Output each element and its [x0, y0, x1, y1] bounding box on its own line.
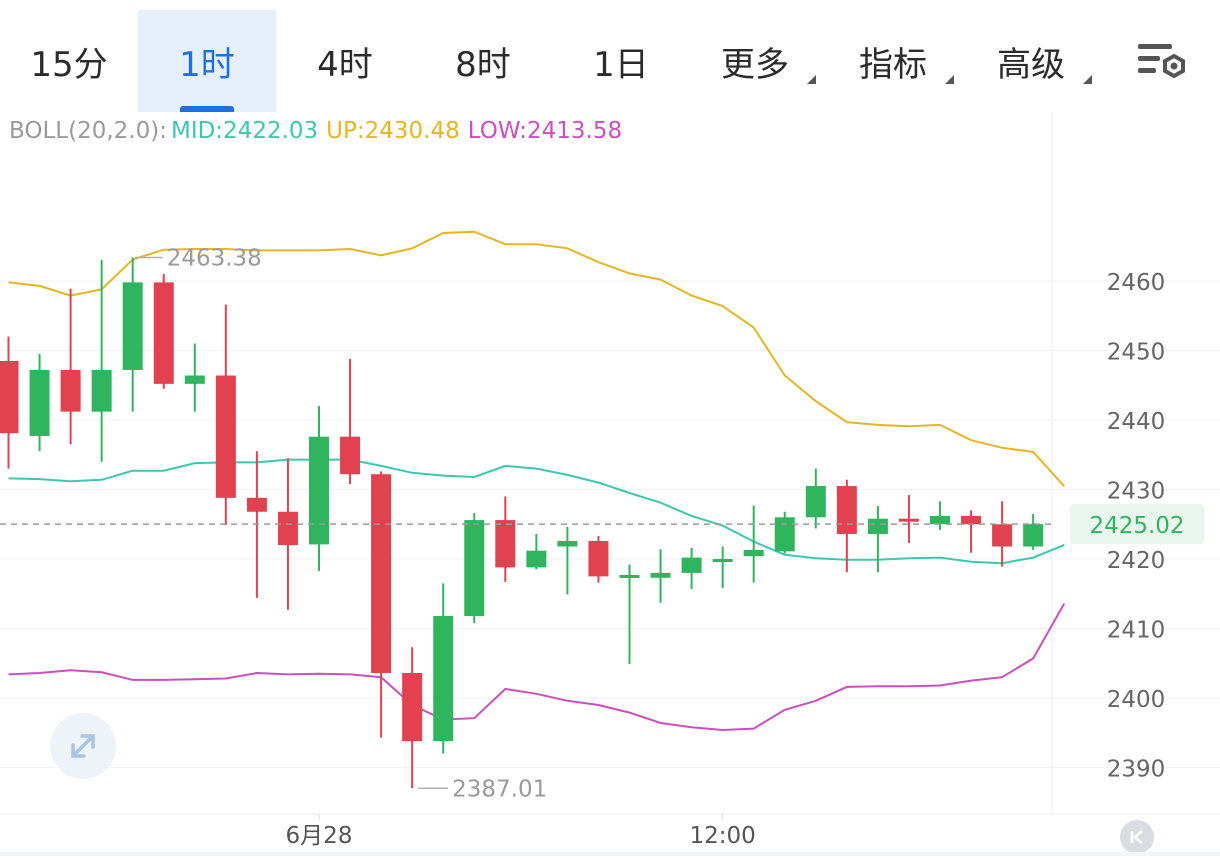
bottom-divider	[0, 852, 1220, 856]
tab-active-indicator	[180, 106, 234, 112]
tab-indicators-dropdown[interactable]: 指标	[828, 10, 958, 112]
boll-low-value: LOW:2413.58	[467, 118, 623, 144]
expand-arrows-icon	[71, 734, 95, 758]
candle-body	[246, 497, 267, 512]
collapse-panel-button[interactable]	[1120, 820, 1154, 854]
candle-body	[681, 557, 702, 573]
tab-label: 15分	[30, 44, 108, 85]
boll-up-line	[8, 230, 1065, 487]
y-tick-label: 2440	[1107, 409, 1166, 435]
tab-8h[interactable]: 8时	[414, 10, 552, 112]
tab-1d[interactable]: 1日	[552, 10, 690, 112]
dropdown-caret-icon	[807, 75, 816, 84]
candle-body	[619, 574, 640, 578]
y-tick-label: 2450	[1107, 340, 1166, 366]
tab-label: 更多	[721, 44, 789, 85]
tab-4h[interactable]: 4时	[276, 10, 414, 112]
candle-body	[992, 524, 1013, 547]
candle-body	[29, 369, 50, 436]
candle-body	[60, 369, 81, 412]
candle-body	[153, 282, 174, 384]
dropdown-caret-icon	[945, 75, 954, 84]
candle-body	[650, 572, 671, 578]
current-price-label: 2425.02	[1089, 513, 1184, 539]
candle-body	[867, 518, 888, 534]
current-price-tag	[1070, 504, 1204, 545]
low-marker-label: 2387.01	[452, 776, 547, 802]
y-tick-label: 2400	[1107, 687, 1166, 713]
candle-body	[898, 518, 919, 522]
candle-body	[712, 559, 733, 562]
candle-body	[495, 520, 516, 568]
candle-body	[961, 515, 982, 525]
tab-label: 1时	[179, 44, 235, 85]
candle-body	[184, 375, 205, 384]
candle-body	[774, 517, 795, 552]
y-tick-label: 2420	[1107, 548, 1166, 574]
boll-mid-value: MID:2422.03	[170, 118, 319, 144]
candle-body	[402, 672, 423, 742]
y-tick-label: 2460	[1107, 270, 1166, 296]
candle-body	[1023, 524, 1044, 547]
candle-body	[215, 375, 236, 498]
chart-settings-button[interactable]	[1134, 38, 1190, 86]
y-tick-label: 2430	[1107, 479, 1166, 505]
boll-mid-line	[8, 458, 1065, 565]
boll-label: BOLL(20,2.0):	[9, 118, 167, 144]
x-tick-label: 12:00	[690, 823, 756, 849]
candle-body	[91, 369, 112, 412]
candle-body	[930, 515, 950, 525]
tab-advanced-dropdown[interactable]: 高级	[966, 10, 1096, 112]
candle-body	[526, 550, 547, 568]
candle-body	[588, 540, 609, 577]
timeframe-tabs: 15分 1时 4时 8时 1日 更多 指标 高级	[0, 0, 1220, 112]
candle-body	[122, 282, 143, 370]
boll-legend: BOLL(20,2.0): MID:2422.03 UP:2430.48 LOW:24…	[9, 118, 630, 144]
dropdown-caret-icon	[1083, 75, 1092, 84]
candle-body	[557, 540, 578, 547]
candle-body	[433, 615, 454, 742]
candlestick-chart[interactable]: 2460 2450 2440 2430 2420 2410 2400 2390 6月28 12:0…	[0, 112, 1220, 852]
tab-1h[interactable]: 1时	[138, 10, 276, 112]
y-tick-label: 2390	[1107, 757, 1166, 783]
candle-body	[340, 436, 361, 475]
candle-body	[309, 436, 329, 545]
x-tick-label: 6月28	[286, 823, 353, 849]
candle-body	[836, 486, 857, 534]
tab-label: 指标	[859, 44, 927, 85]
candle-body	[464, 520, 485, 616]
tab-label: 8时	[455, 44, 511, 85]
tab-label: 4时	[317, 44, 373, 85]
expand-chart-button[interactable]	[50, 713, 116, 779]
tab-more-dropdown[interactable]: 更多	[690, 10, 820, 112]
chart-settings-icon	[1138, 44, 1185, 79]
candle-body	[805, 486, 826, 518]
candle-body	[743, 549, 764, 557]
y-tick-label: 2410	[1107, 618, 1166, 644]
high-marker-label: 2463.38	[167, 246, 262, 272]
candle-body	[371, 474, 392, 673]
collapse-left-icon	[1130, 830, 1143, 844]
tab-15min[interactable]: 15分	[0, 10, 138, 112]
candle-body	[0, 360, 19, 434]
tab-label: 高级	[997, 44, 1065, 85]
tab-label: 1日	[593, 44, 649, 85]
boll-low-line	[8, 603, 1066, 732]
boll-up-value: UP:2430.48	[326, 118, 460, 144]
candle-body	[277, 511, 298, 546]
